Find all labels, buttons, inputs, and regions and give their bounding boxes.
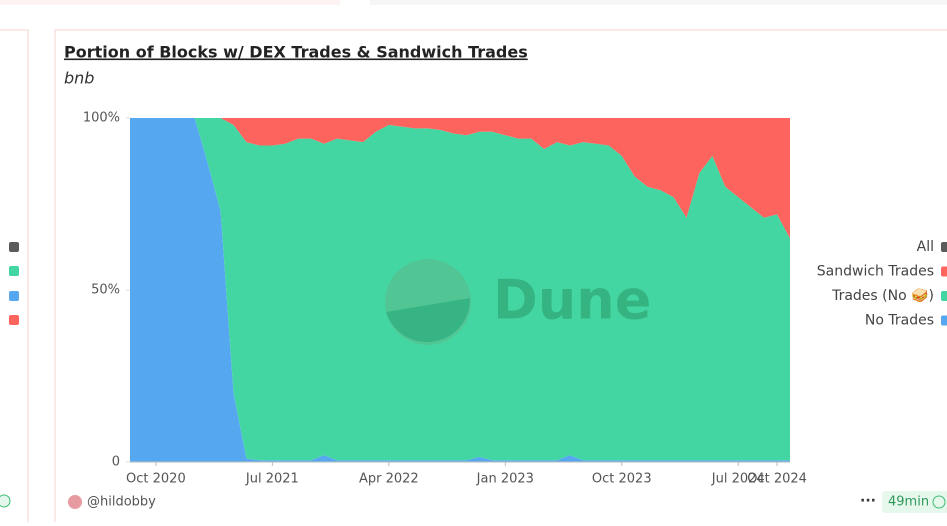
y-tick-label: 100%	[83, 111, 120, 126]
legend-swatch	[9, 291, 19, 301]
x-tick-label: Oct 2023	[592, 472, 652, 487]
legend-swatch	[941, 242, 947, 252]
more-menu[interactable]: ···	[860, 493, 876, 509]
refresh-time: 49min	[888, 495, 929, 510]
chart-subtitle: bnb	[64, 69, 94, 88]
chart-title[interactable]: Portion of Blocks w/ DEX Trades & Sandwi…	[64, 43, 528, 62]
x-tick-label: Jul 2021	[245, 472, 299, 487]
status-icon	[932, 495, 946, 509]
legend-swatch	[9, 242, 19, 252]
legend-swatch	[941, 315, 947, 326]
y-tick-label: 50%	[91, 283, 120, 298]
watermark-text: Dune	[493, 269, 651, 332]
legend-label: Trades (No 🥪)	[831, 288, 934, 304]
avatar	[68, 495, 82, 509]
x-tick-label: Jan 2023	[476, 472, 534, 487]
x-tick-label: Oct 2020	[126, 472, 186, 487]
legend-swatch	[941, 266, 947, 277]
watermark-logo	[386, 298, 471, 343]
watermark: Dune	[385, 259, 651, 345]
y-tick-label: 0	[112, 455, 120, 470]
legend-label: All	[917, 239, 934, 255]
area	[130, 118, 790, 462]
legend-label: No Trades	[865, 313, 934, 329]
legend-label: Sandwich Trades	[817, 264, 934, 280]
author[interactable]: @hildobby	[87, 495, 156, 510]
refresh-badge	[882, 491, 947, 513]
area	[130, 118, 790, 239]
legend-swatch	[941, 291, 947, 301]
panel	[54, 29, 947, 526]
legend-swatch	[9, 315, 19, 325]
status-icon	[0, 494, 11, 508]
legend-swatch	[9, 266, 19, 276]
top-strip	[370, 0, 947, 5]
x-tick-label: Apr 2022	[359, 472, 419, 487]
x-tick-label: Oct 2024	[747, 472, 807, 487]
x-tick-label: Jul 2024	[711, 472, 765, 487]
top-strip	[0, 0, 340, 5]
left-panel	[0, 29, 29, 526]
